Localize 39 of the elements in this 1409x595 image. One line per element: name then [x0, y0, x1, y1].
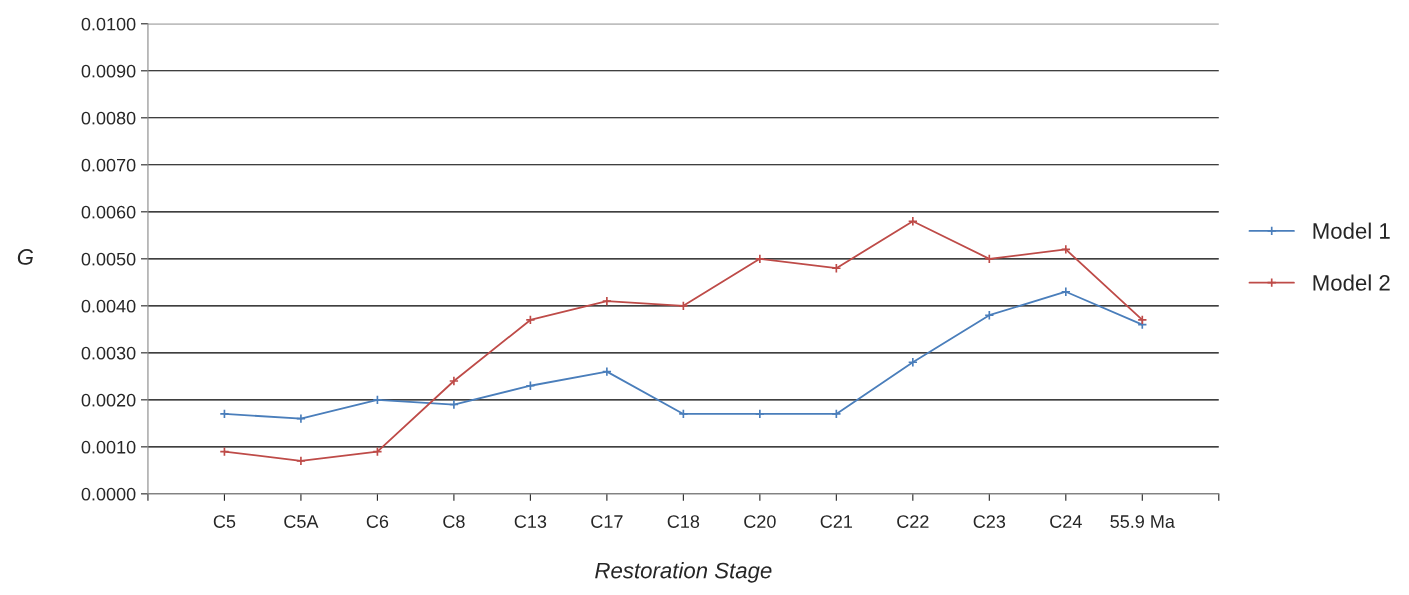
- y-tick-label: 0.0050: [81, 252, 136, 266]
- x-tick-label: C5: [213, 515, 236, 528]
- y-axis-title: G: [17, 249, 34, 265]
- y-tick-label: 0.0020: [81, 393, 136, 407]
- y-tick-label: 0.0040: [81, 299, 136, 313]
- y-tick-label: 0.0030: [81, 346, 136, 360]
- x-tick-label: C24: [1050, 515, 1082, 528]
- point: [907, 357, 918, 368]
- x-axis-title: Restoration Stage: [595, 562, 772, 583]
- y-tick-label: 0.0070: [81, 158, 136, 172]
- legend-label: Model 1: [1313, 222, 1390, 239]
- point: [907, 216, 918, 227]
- point: [1137, 314, 1148, 325]
- x-tick-label: C20: [744, 515, 776, 528]
- x-tick-label: C23: [973, 515, 1006, 528]
- y-tick-label: 0.0000: [81, 487, 136, 501]
- point: [448, 376, 459, 387]
- y-tick-label: 0.0100: [81, 17, 136, 31]
- point: [984, 253, 995, 264]
- point: [601, 296, 612, 307]
- point: [295, 455, 306, 466]
- x-tick-label: C5A: [284, 515, 319, 528]
- legend-label: Model 2: [1313, 274, 1390, 291]
- y-tick-label: 0.0060: [81, 205, 136, 219]
- x-tick-label: C18: [667, 515, 700, 528]
- y-tick-label: 0.0010: [81, 440, 136, 454]
- y-tick-label: 0.0080: [81, 111, 136, 125]
- point: [754, 253, 765, 264]
- x-tick-label: C17: [591, 515, 623, 528]
- x-tick-label: C22: [897, 515, 929, 528]
- x-tick-label: C8: [443, 515, 465, 528]
- x-tick-label: C21: [820, 515, 853, 528]
- point: [754, 408, 765, 419]
- point: [984, 310, 995, 321]
- x-tick-label: C6: [366, 515, 389, 528]
- x-tick-label: 55.9 Ma: [1110, 515, 1175, 528]
- x-tick-label: C13: [514, 515, 547, 528]
- point: [1060, 286, 1071, 297]
- y-tick-label: 0.0090: [81, 64, 136, 78]
